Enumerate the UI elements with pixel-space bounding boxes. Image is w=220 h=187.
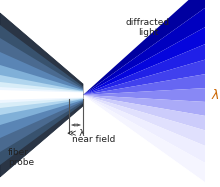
Polygon shape — [83, 95, 205, 182]
Polygon shape — [0, 75, 83, 115]
Polygon shape — [0, 87, 83, 103]
Polygon shape — [0, 13, 83, 177]
Polygon shape — [0, 38, 83, 152]
Polygon shape — [0, 90, 83, 100]
Polygon shape — [83, 95, 205, 130]
Polygon shape — [83, 0, 205, 95]
Polygon shape — [83, 95, 205, 146]
Polygon shape — [83, 27, 205, 95]
Text: λ: λ — [212, 88, 219, 102]
Polygon shape — [83, 60, 205, 95]
Polygon shape — [83, 95, 205, 163]
Text: fiber
probe: fiber probe — [8, 148, 34, 167]
Polygon shape — [83, 95, 205, 116]
Text: diffracted
light: diffracted light — [126, 18, 170, 37]
Polygon shape — [0, 52, 83, 138]
Polygon shape — [83, 8, 205, 95]
Text: ≪ λ: ≪ λ — [67, 129, 85, 138]
Polygon shape — [0, 82, 83, 108]
Polygon shape — [83, 95, 205, 187]
Text: near field: near field — [72, 135, 116, 144]
Polygon shape — [83, 44, 205, 95]
Polygon shape — [0, 65, 83, 125]
Polygon shape — [0, 25, 83, 165]
Polygon shape — [83, 88, 205, 102]
Polygon shape — [83, 74, 205, 95]
